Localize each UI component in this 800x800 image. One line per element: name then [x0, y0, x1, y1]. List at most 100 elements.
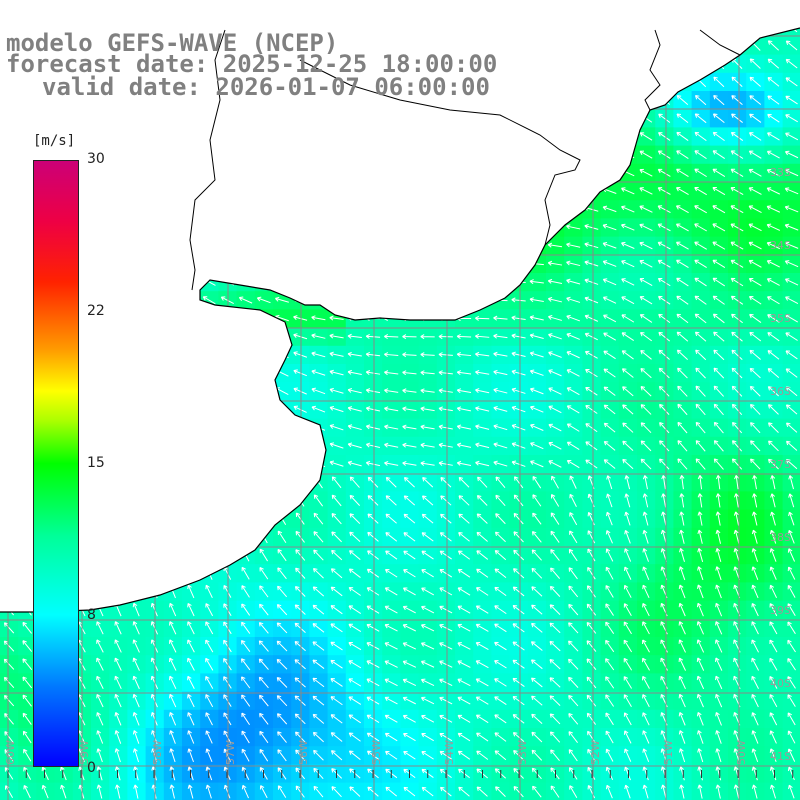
direction-arrow: [787, 676, 796, 689]
direction-arrow: [347, 351, 362, 357]
direction-arrow: [550, 785, 560, 798]
direction-arrow: [295, 512, 305, 525]
direction-arrow: [495, 476, 506, 488]
direction-arrow: [241, 712, 250, 726]
direction-arrow: [258, 640, 269, 652]
direction-arrow: [694, 131, 707, 142]
direction-arrow: [550, 749, 560, 762]
direction-arrow: [456, 442, 472, 448]
direction-arrow: [713, 403, 724, 416]
direction-arrow: [621, 223, 635, 231]
direction-arrow: [493, 424, 508, 431]
direction-arrow: [365, 442, 381, 448]
direction-arrow: [132, 675, 140, 690]
direction-arrow: [785, 368, 798, 378]
direction-arrow: [784, 223, 799, 231]
direction-arrow: [512, 623, 525, 633]
direction-arrow: [751, 675, 759, 689]
direction-arrow: [584, 314, 599, 322]
direction-arrow: [202, 296, 216, 305]
direction-arrow: [657, 168, 671, 177]
direction-arrow: [511, 369, 526, 376]
direction-arrow: [458, 786, 470, 797]
direction-arrow: [677, 440, 688, 452]
direction-arrow: [493, 369, 508, 376]
direction-arrow: [402, 388, 417, 394]
direction-arrow: [642, 712, 650, 726]
direction-arrow: [457, 605, 471, 614]
direction-arrow: [96, 639, 104, 653]
direction-arrow: [547, 242, 563, 248]
direction-arrow: [748, 205, 762, 213]
direction-arrow: [457, 732, 471, 742]
direction-arrow: [751, 784, 758, 799]
lon-label: 54W: [443, 740, 456, 765]
direction-arrow: [642, 766, 649, 781]
lat-label: 41S: [770, 750, 791, 763]
direction-arrow: [730, 187, 744, 196]
direction-arrow: [732, 440, 743, 452]
colorbar-tick-8: 8: [87, 607, 96, 623]
direction-arrow: [787, 657, 796, 671]
direction-arrow: [712, 259, 726, 269]
direction-arrow: [603, 314, 617, 323]
direction-arrow: [734, 475, 740, 490]
direction-arrow: [132, 621, 140, 635]
direction-arrow: [677, 421, 688, 434]
direction-arrow: [676, 168, 689, 177]
direction-arrow: [420, 642, 435, 650]
direction-arrow: [132, 602, 140, 617]
direction-arrow: [766, 187, 781, 195]
direction-arrow: [715, 566, 722, 581]
direction-arrow: [587, 548, 596, 562]
direction-arrow: [294, 713, 306, 725]
direction-arrow: [475, 351, 490, 357]
direction-arrow: [642, 675, 650, 689]
direction-arrow: [712, 313, 725, 324]
direction-arrow: [331, 531, 342, 543]
direction-arrow: [402, 696, 416, 705]
direction-arrow: [642, 621, 650, 635]
direction-arrow: [295, 567, 306, 579]
direction-arrow: [421, 495, 434, 506]
direction-arrow: [550, 530, 560, 543]
direction-arrow: [420, 424, 435, 430]
direction-arrow: [313, 749, 324, 761]
direction-arrow: [475, 369, 490, 375]
direction-arrow: [421, 569, 434, 578]
direction-arrow: [566, 296, 581, 303]
direction-arrow: [367, 513, 379, 524]
direction-arrow: [602, 205, 617, 213]
direction-arrow: [566, 423, 580, 432]
direction-arrow: [205, 784, 212, 799]
direction-arrow: [766, 205, 781, 213]
direction-arrow: [639, 187, 653, 195]
direction-arrow: [602, 223, 617, 231]
direction-arrow: [293, 387, 307, 395]
direction-arrow: [568, 567, 578, 580]
direction-arrow: [513, 549, 525, 561]
direction-arrow: [312, 586, 325, 597]
direction-arrow: [715, 475, 721, 490]
direction-arrow: [785, 350, 798, 360]
direction-arrow: [587, 530, 596, 544]
direction-arrow: [769, 639, 778, 653]
direction-arrow: [639, 259, 653, 268]
direction-arrow: [547, 278, 563, 284]
direction-arrow: [476, 550, 489, 560]
direction-arrow: [259, 603, 269, 616]
direction-arrow: [294, 622, 306, 633]
direction-arrow: [549, 585, 561, 597]
direction-arrow: [313, 549, 324, 561]
direction-arrow: [475, 442, 490, 449]
direction-arrow: [584, 278, 599, 285]
direction-arrow: [276, 713, 288, 725]
direction-arrow: [549, 713, 561, 725]
direction-arrow: [403, 786, 416, 797]
direction-arrow: [476, 732, 489, 742]
direction-arrow: [785, 404, 798, 415]
direction-arrow: [695, 421, 706, 434]
direction-arrow: [678, 621, 686, 635]
direction-arrow: [420, 678, 435, 686]
direction-arrow: [712, 241, 726, 250]
